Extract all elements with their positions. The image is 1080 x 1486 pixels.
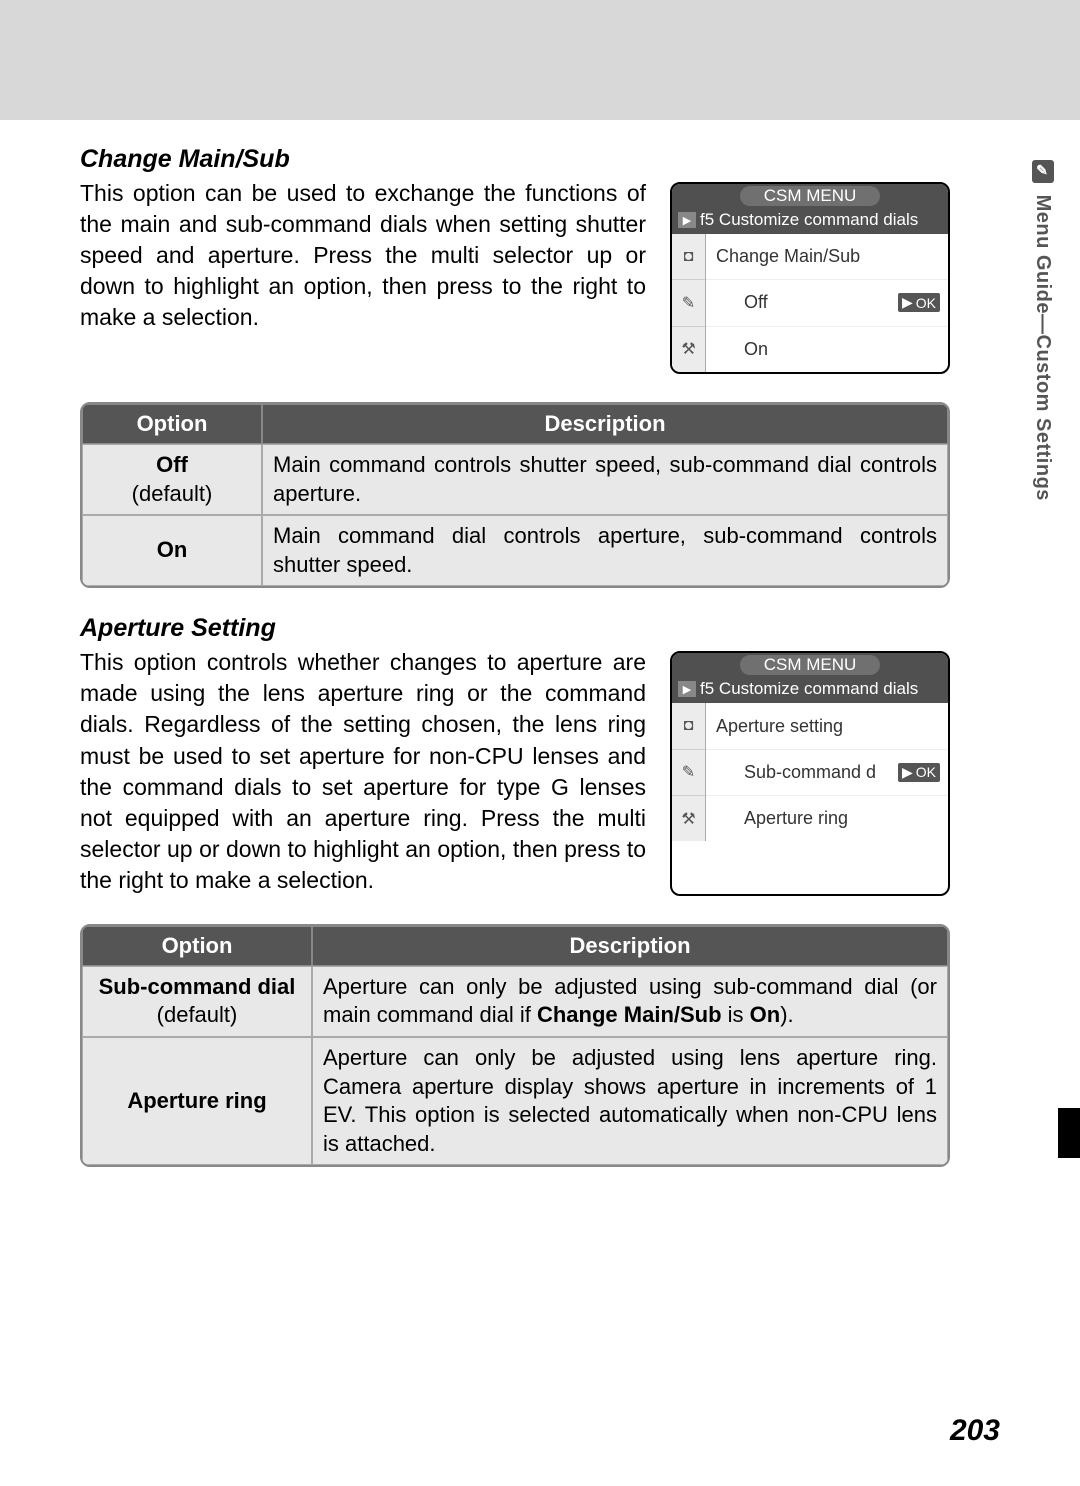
lcd2-side: ◘ ✎ ⚒ <box>672 703 706 841</box>
ok-text: OK <box>916 764 936 780</box>
lcd2-sub: ▶ f5 Customize command dials <box>672 677 948 703</box>
table1-col-desc: Description <box>262 404 948 444</box>
lcd2-title: CSM MENU <box>740 655 881 675</box>
section1-row: This option can be used to exchange the … <box>80 178 950 374</box>
lcd2-row-sel: Sub-command d ▶ OK <box>706 750 948 796</box>
table1-desc1: Main command controls shutter speed, sub… <box>262 444 948 515</box>
lcd1-header: CSM MENU ▶ f5 Customize command dials <box>672 184 948 234</box>
lcd2-main: Aperture setting Sub-command d ▶ OK Aper… <box>706 703 948 841</box>
ok-indicator: ▶ OK <box>898 763 940 782</box>
table-row: Off (default) Main command controls shut… <box>82 444 948 515</box>
table2: Option Description Sub-command dial (def… <box>80 924 950 1168</box>
opt-bold: Off <box>156 452 188 477</box>
lcd1-heading-text: Change Main/Sub <box>716 246 860 267</box>
lcd2-title-row: CSM MENU <box>672 653 948 677</box>
wrench-icon: ⚒ <box>672 327 705 372</box>
table2-header-row: Option Description <box>82 926 948 966</box>
desc-post: ). <box>780 1002 793 1027</box>
desc-span: Aperture can only be adjusted using sub-… <box>323 974 937 1028</box>
section2-title: Aperture Setting <box>80 614 950 643</box>
lcd1-sub-prefix: f5 <box>700 210 714 230</box>
lcd2-sel-label: Sub-command d <box>716 762 876 783</box>
lcd1-heading: Change Main/Sub <box>706 234 948 280</box>
section2-row: This option controls whether changes to … <box>80 647 950 895</box>
lcd1-off-label: Off <box>716 292 768 313</box>
lcd1-on-label: On <box>716 339 768 360</box>
lcd2-row-other: Aperture ring <box>706 796 948 841</box>
opt-sub: (default) <box>132 481 213 506</box>
lcd1-row-off: Off ▶ OK <box>706 280 948 326</box>
manual-page: Change Main/Sub This option can be used … <box>0 0 1080 1486</box>
section1-body: This option can be used to exchange the … <box>80 178 646 374</box>
lcd1-sub: ▶ f5 Customize command dials <box>672 208 948 234</box>
opt-bold: Aperture ring <box>127 1088 266 1113</box>
table2-desc1: Aperture can only be adjusted using sub-… <box>312 966 948 1037</box>
lcd-menu-1: CSM MENU ▶ f5 Customize command dials ◘ … <box>670 182 950 374</box>
lcd2-other-label: Aperture ring <box>716 808 848 829</box>
table1-header-row: Option Description <box>82 404 948 444</box>
lcd2-sub-label: Customize command dials <box>719 679 918 699</box>
table2-col-desc: Description <box>312 926 948 966</box>
lcd2-heading-text: Aperture setting <box>716 716 843 737</box>
lcd2-sub-prefix: f5 <box>700 679 714 699</box>
play-icon: ▶ <box>678 681 696 697</box>
side-tab-text: Menu Guide—Custom Settings <box>1032 195 1054 501</box>
pencil-icon: ✎ <box>1032 160 1054 183</box>
lcd1-body: ◘ ✎ ⚒ Change Main/Sub Off ▶ OK On <box>672 234 948 372</box>
lcd2-header: CSM MENU ▶ f5 Customize command dials <box>672 653 948 703</box>
desc-bold2: On <box>750 1002 781 1027</box>
camera-icon: ◘ <box>672 234 705 280</box>
pencil-icon: ✎ <box>672 750 705 796</box>
opt-bold: On <box>157 537 188 562</box>
opt-sub: (default) <box>157 1002 238 1027</box>
table2-opt1: Sub-command dial (default) <box>82 966 312 1037</box>
lcd1-title: CSM MENU <box>740 186 881 206</box>
lcd1-title-row: CSM MENU <box>672 184 948 208</box>
table2-desc2: Aperture can only be adjusted using lens… <box>312 1037 948 1165</box>
table1-opt1: Off (default) <box>82 444 262 515</box>
table1-desc2: Main command dial controls aperture, sub… <box>262 515 948 586</box>
camera-icon: ◘ <box>672 703 705 749</box>
page-number: 203 <box>950 1414 1000 1448</box>
top-margin <box>0 0 1080 120</box>
ok-text: OK <box>916 295 936 311</box>
ok-indicator: ▶ OK <box>898 293 940 312</box>
pencil-icon: ✎ <box>672 280 705 326</box>
lcd1-side: ◘ ✎ ⚒ <box>672 234 706 372</box>
wrench-icon: ⚒ <box>672 796 705 841</box>
lcd2-heading: Aperture setting <box>706 703 948 749</box>
side-tab: ✎ Menu Guide—Custom Settings <box>1031 160 1054 501</box>
table-row: Aperture ring Aperture can only be adjus… <box>82 1037 948 1165</box>
lcd1-row-on: On <box>706 327 948 372</box>
section2-body: This option controls whether changes to … <box>80 647 646 895</box>
lcd1-sub-label: Customize command dials <box>719 210 918 230</box>
table-row: On Main command dial controls aperture, … <box>82 515 948 586</box>
thumb-tab <box>1058 1108 1080 1158</box>
table-row: Sub-command dial (default) Aperture can … <box>82 966 948 1037</box>
content-area: Change Main/Sub This option can be used … <box>80 145 950 1167</box>
desc-mid: is <box>722 1002 750 1027</box>
table1-opt2: On <box>82 515 262 586</box>
desc-bold1: Change Main/Sub <box>537 1002 722 1027</box>
table2-opt2: Aperture ring <box>82 1037 312 1165</box>
lcd-menu-2: CSM MENU ▶ f5 Customize command dials ◘ … <box>670 651 950 895</box>
lcd2-body: ◘ ✎ ⚒ Aperture setting Sub-command d ▶ O… <box>672 703 948 841</box>
opt-bold: Sub-command dial <box>99 974 296 999</box>
lcd1-main: Change Main/Sub Off ▶ OK On <box>706 234 948 372</box>
play-icon: ▶ <box>678 212 696 228</box>
table1-col-option: Option <box>82 404 262 444</box>
table1: Option Description Off (default) Main co… <box>80 402 950 588</box>
section1-title: Change Main/Sub <box>80 145 950 174</box>
table2-col-option: Option <box>82 926 312 966</box>
